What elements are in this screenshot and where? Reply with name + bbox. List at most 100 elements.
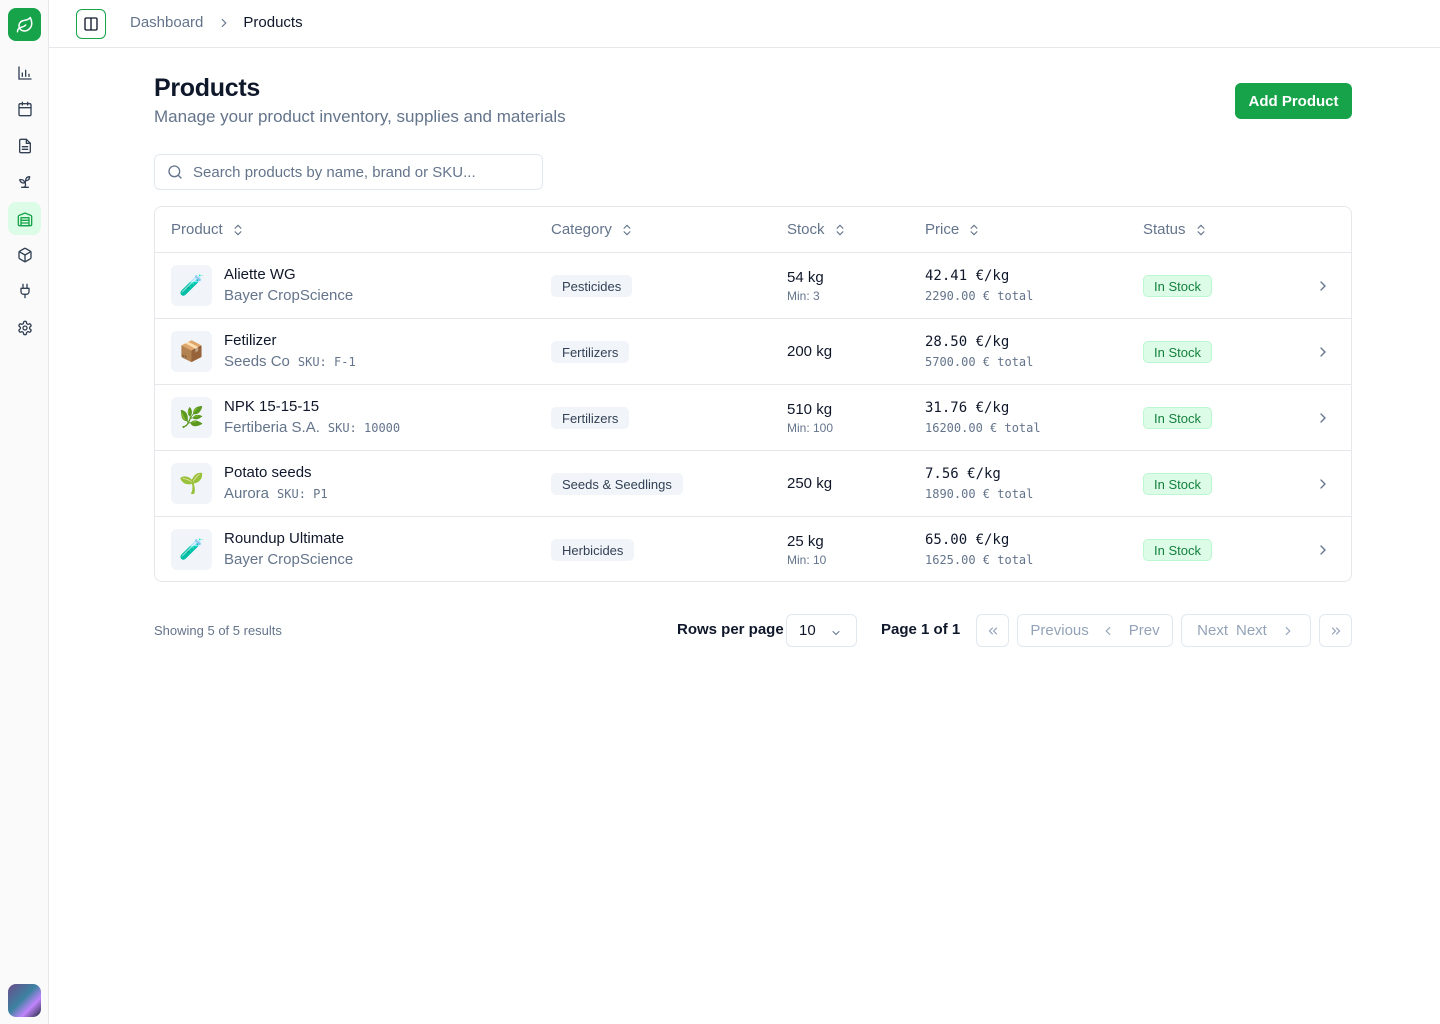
- product-thumbnail: 🧪: [171, 529, 212, 570]
- next-short-label: Next: [1236, 622, 1267, 639]
- document-icon[interactable]: [8, 129, 41, 162]
- column-product[interactable]: Product: [171, 221, 245, 238]
- table-row[interactable]: 🧪 Roundup Ultimate Bayer CropScience Her…: [155, 517, 1351, 581]
- sprout-icon[interactable]: [8, 165, 41, 198]
- product-name: Potato seeds: [224, 464, 312, 481]
- leaf-icon[interactable]: [8, 8, 41, 41]
- product-thumbnail: 📦: [171, 331, 212, 372]
- next-page-button[interactable]: Next Next: [1181, 614, 1311, 647]
- rows-per-page-value: 10: [799, 622, 816, 639]
- warehouse-icon[interactable]: [8, 202, 41, 235]
- column-product-label: Product: [171, 221, 223, 238]
- product-brand-line: Seeds Co SKU: F-1: [224, 353, 356, 370]
- category-badge: Pesticides: [551, 275, 633, 297]
- top-bar: Dashboard Products: [49, 0, 1440, 48]
- column-category[interactable]: Category: [551, 221, 634, 238]
- package-icon[interactable]: [8, 238, 41, 271]
- price-total: 5700.00 € total: [925, 355, 1034, 369]
- sort-icon: [836, 224, 844, 235]
- product-sku: SKU: F-1: [297, 355, 356, 369]
- category-badge: Fertilizers: [551, 407, 630, 429]
- last-page-button[interactable]: [1319, 614, 1352, 647]
- chevron-right-icon[interactable]: [1315, 410, 1331, 426]
- status-badge: In Stock: [1143, 341, 1212, 363]
- column-status[interactable]: Status: [1143, 221, 1208, 238]
- sort-icon: [1197, 224, 1205, 235]
- next-label: Next: [1197, 622, 1228, 639]
- product-name: Fetilizer: [224, 332, 277, 349]
- product-brand: Aurora: [224, 485, 270, 502]
- chevron-right-icon[interactable]: [1315, 476, 1331, 492]
- panel-left-icon: [84, 17, 98, 31]
- category-badge: Fertilizers: [551, 341, 630, 363]
- chevron-right-icon[interactable]: [1315, 344, 1331, 360]
- stock-value: 510 kg: [787, 401, 833, 418]
- product-name: NPK 15-15-15: [224, 398, 320, 415]
- add-product-button[interactable]: Add Product: [1235, 83, 1352, 119]
- stock-min: Min: 3: [787, 289, 820, 303]
- search-icon: [168, 165, 182, 179]
- sort-icon: [234, 224, 242, 235]
- stock-value: 200 kg: [787, 343, 833, 360]
- stock-min: Min: 10: [787, 553, 827, 567]
- prev-label: Prev: [1128, 622, 1160, 639]
- gear-icon[interactable]: [8, 311, 41, 344]
- chevron-right-icon[interactable]: [1315, 278, 1331, 294]
- bar-chart-icon[interactable]: [8, 56, 41, 89]
- product-brand: Bayer CropScience: [224, 551, 354, 568]
- sort-icon: [970, 224, 978, 235]
- search-input[interactable]: [193, 163, 533, 181]
- table-row[interactable]: 🌱 Potato seeds Aurora SKU: P1 Seeds & See…: [155, 451, 1351, 517]
- stock-value: 25 kg: [787, 533, 824, 550]
- price-total: 1890.00 € total: [925, 487, 1034, 501]
- plug-icon[interactable]: [8, 274, 41, 307]
- product-brand-line: Fertiberia S.A. SKU: 10000: [224, 419, 400, 436]
- page-title: Products: [154, 74, 260, 102]
- table-row[interactable]: 📦 Fetilizer Seeds Co SKU: F-1 Fertilizers…: [155, 319, 1351, 385]
- rows-per-page-label: Rows per page: [677, 621, 784, 638]
- table-row[interactable]: 🧪 Aliette WG Bayer CropScience Pesticide…: [155, 253, 1351, 319]
- column-stock[interactable]: Stock: [787, 221, 847, 238]
- product-brand: Bayer CropScience: [224, 287, 354, 304]
- product-brand-line: Aurora SKU: P1: [224, 485, 328, 502]
- sidebar-rail: [0, 0, 49, 1024]
- chevron-left-icon: [1105, 626, 1111, 635]
- price-total: 2290.00 € total: [925, 289, 1034, 303]
- search-box: [154, 154, 543, 190]
- product-brand-line: Bayer CropScience: [224, 287, 353, 304]
- status-badge: In Stock: [1143, 539, 1212, 561]
- stock-value: 54 kg: [787, 269, 824, 286]
- chevron-down-icon: [832, 631, 840, 636]
- breadcrumb: Dashboard Products: [130, 14, 303, 31]
- chevron-right-icon[interactable]: [1315, 542, 1331, 558]
- product-brand: Fertiberia S.A.: [224, 419, 320, 436]
- table-header: Product Category Stock Price Status: [155, 207, 1351, 253]
- stock-value: 250 kg: [787, 475, 833, 492]
- product-thumbnail: 🧪: [171, 265, 212, 306]
- column-price[interactable]: Price: [925, 221, 981, 238]
- first-page-button[interactable]: [976, 614, 1009, 647]
- column-category-label: Category: [551, 221, 612, 238]
- price-total: 1625.00 € total: [925, 553, 1034, 567]
- category-badge: Seeds & Seedlings: [551, 473, 683, 495]
- breadcrumb-dashboard[interactable]: Dashboard: [130, 14, 204, 31]
- chevrons-right-icon: [1331, 627, 1340, 634]
- calendar-icon[interactable]: [8, 92, 41, 125]
- previous-page-button[interactable]: Previous Prev: [1017, 614, 1173, 647]
- price-value: 7.56 €/kg: [925, 466, 1001, 482]
- rows-per-page-select[interactable]: 10: [786, 614, 857, 647]
- product-brand: Seeds Co: [224, 353, 290, 370]
- table-row[interactable]: 🌿 NPK 15-15-15 Fertiberia S.A. SKU: 10000…: [155, 385, 1351, 451]
- sidebar-toggle-button[interactable]: [76, 9, 106, 39]
- products-table: Product Category Stock Price Status 🧪 Al…: [154, 206, 1352, 582]
- chevron-right-icon: [217, 16, 231, 30]
- product-name: Aliette WG: [224, 266, 296, 283]
- avatar[interactable]: [8, 984, 41, 1017]
- column-price-label: Price: [925, 221, 960, 238]
- price-value: 31.76 €/kg: [925, 400, 1010, 416]
- breadcrumb-current: Products: [243, 14, 303, 31]
- status-badge: In Stock: [1143, 473, 1212, 495]
- column-stock-label: Stock: [787, 221, 825, 238]
- category-badge: Herbicides: [551, 539, 635, 561]
- page-indicator: Page 1 of 1: [881, 621, 961, 638]
